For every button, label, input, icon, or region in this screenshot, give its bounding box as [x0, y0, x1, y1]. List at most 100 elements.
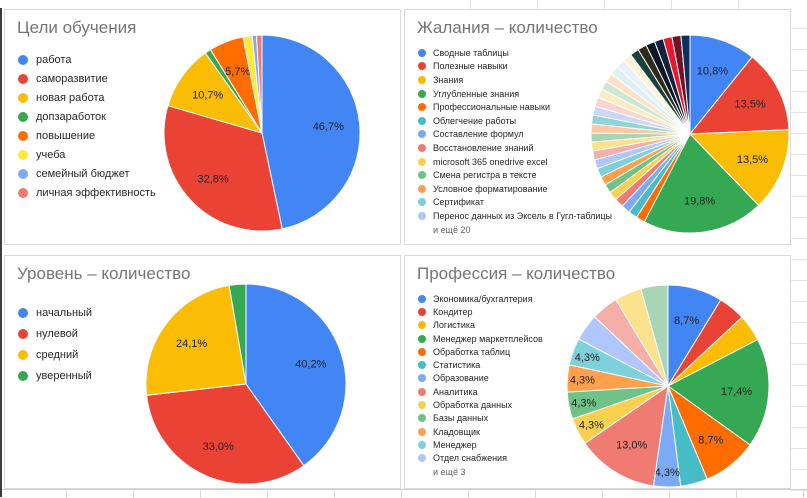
legend-item: работа [18, 50, 156, 69]
chart-card-goals: Цели обучения работа саморазвитие новая ра… [4, 9, 401, 245]
legend-swatch-icon [418, 374, 426, 383]
legend-item: семейный бюджет [18, 164, 156, 183]
legend-swatch-icon [18, 130, 28, 141]
pie-slice[interactable] [163, 105, 283, 232]
legend-swatch-icon [18, 168, 28, 179]
legend-label: Полезные навыки [433, 61, 508, 72]
pie-slice[interactable] [643, 133, 760, 234]
legend-label: учеба [36, 148, 66, 161]
pie-slice[interactable] [584, 384, 669, 487]
legend-swatch-icon [418, 307, 426, 316]
legend-label: Сертификат [433, 197, 484, 208]
legend-swatch-icon [18, 187, 28, 198]
slice-percent-label: 10,7% [192, 89, 223, 101]
legend-swatch-icon [18, 307, 28, 318]
legend-more-label: и ещё 3 [433, 466, 466, 477]
chart-title: Уровень – количество [17, 264, 191, 283]
slice-percent-label: 10,8% [697, 66, 728, 78]
slice-percent-label: 5,7% [225, 66, 250, 78]
pie-slice[interactable] [261, 34, 361, 230]
slice-percent-label: 17,4% [721, 386, 752, 398]
slice-percent-label: 19,8% [684, 196, 715, 208]
legend-item: Экономика/бухгалтерия [418, 292, 543, 305]
legend-item: Полезные навыки [418, 60, 612, 74]
pie-chart-level: 40,2% 33,0% 24,1% [145, 283, 347, 485]
legend-label: повышение [36, 129, 96, 142]
legend-label: Отдел снабжения [433, 453, 507, 464]
legend-swatch-icon [418, 321, 426, 330]
legend-label: Статистика [433, 360, 481, 371]
slice-percent-label: 4,3% [571, 398, 596, 410]
legend-item: начальный [18, 302, 92, 323]
pie-slice[interactable] [667, 338, 770, 446]
legend-swatch-icon [418, 211, 426, 220]
legend-label: средний [36, 348, 79, 361]
legend-item: уверенный [18, 365, 92, 386]
slice-percent-label: 40,2% [295, 358, 326, 370]
spreadsheet-grid-right [791, 8, 807, 497]
legend-item: Обработка данных [418, 398, 543, 411]
legend-label: Восстановление знаний [433, 142, 534, 153]
slice-percent-label: 13,0% [616, 439, 647, 451]
chart-title: Профессия – количество [417, 264, 616, 283]
pie-slice[interactable] [689, 34, 753, 136]
legend-swatch-icon [418, 103, 426, 112]
pie-slice[interactable] [255, 34, 263, 134]
legend-swatch-icon [418, 454, 426, 463]
slice-percent-label: 13,5% [734, 99, 765, 111]
legend-label: Базы данных [433, 413, 489, 424]
legend-swatch-icon [418, 198, 426, 207]
legend-swatch-icon [418, 48, 426, 57]
legend-label: Аналитика [433, 386, 478, 397]
legend-label: нулевой [36, 327, 78, 340]
legend-swatch-icon [418, 184, 426, 193]
pie-slice[interactable] [228, 283, 247, 385]
legend-label: Профессиональные навыки [433, 102, 550, 113]
pie-slice[interactable] [640, 284, 669, 387]
legend-swatch-icon [18, 54, 28, 65]
legend-label: Смена регистра в тексте [433, 170, 537, 181]
legend-swatch-icon [418, 440, 426, 449]
legend-item: Углубленные знания [418, 87, 612, 101]
chart-title: Цели обучения [17, 18, 137, 37]
legend-item: Составление формул [418, 128, 612, 142]
slice-percent-label: 4,3% [655, 467, 680, 479]
legend-item: Условное форматирование [418, 182, 612, 196]
legend-label: начальный [36, 306, 93, 319]
legend-swatch-icon [418, 334, 426, 343]
legend-label: Условное форматирование [433, 183, 548, 194]
legend-label: Экономика/бухгалтерия [433, 293, 533, 304]
legend-swatch-icon [18, 111, 28, 122]
legend-item: Перенос данных из Эксель в Гугл-таблицы [418, 209, 612, 223]
legend-item: учеба [18, 145, 156, 164]
slice-percent-label: 4,3% [579, 420, 604, 432]
legend-item: повышение [18, 126, 156, 145]
pie-slice[interactable] [245, 283, 347, 467]
legend-item: Знания [418, 73, 612, 87]
legend-item: Аналитика [418, 385, 543, 398]
legend-swatch-icon [418, 116, 426, 125]
legend-label: уверенный [36, 369, 92, 382]
pie-slice[interactable] [688, 129, 790, 207]
chart-card-level: Уровень – количество начальный нулевой сре… [4, 255, 401, 489]
pie-slice[interactable] [145, 284, 247, 396]
legend-item: Обработка таблиц [418, 345, 543, 358]
pie-chart-wishes: 10,8% 13,5% 13,5% 19,8% [590, 34, 790, 234]
legend-swatch-icon [418, 294, 426, 303]
pie-slice[interactable] [688, 56, 790, 135]
legend-item: Сводные таблицы [418, 46, 612, 60]
legend: работа саморазвитие новая работа допзаработ… [18, 50, 156, 202]
pie-slice[interactable] [146, 383, 305, 485]
legend-item: Смена регистра в тексте [418, 168, 612, 182]
legend-swatch-icon [18, 149, 28, 160]
legend-item: допзаработок [18, 107, 156, 126]
legend-swatch-icon [418, 171, 426, 180]
legend-item: Сертификат [418, 196, 612, 210]
legend-label: личная эффективность [36, 186, 156, 199]
legend-label: Кондитер [433, 306, 473, 317]
legend-label: работа [36, 53, 72, 66]
legend-item: Профессиональные навыки [418, 100, 612, 114]
legend-label: Сводные таблицы [433, 47, 509, 58]
legend-item: Восстановление знаний [418, 141, 612, 155]
pie-slice[interactable] [680, 34, 691, 135]
